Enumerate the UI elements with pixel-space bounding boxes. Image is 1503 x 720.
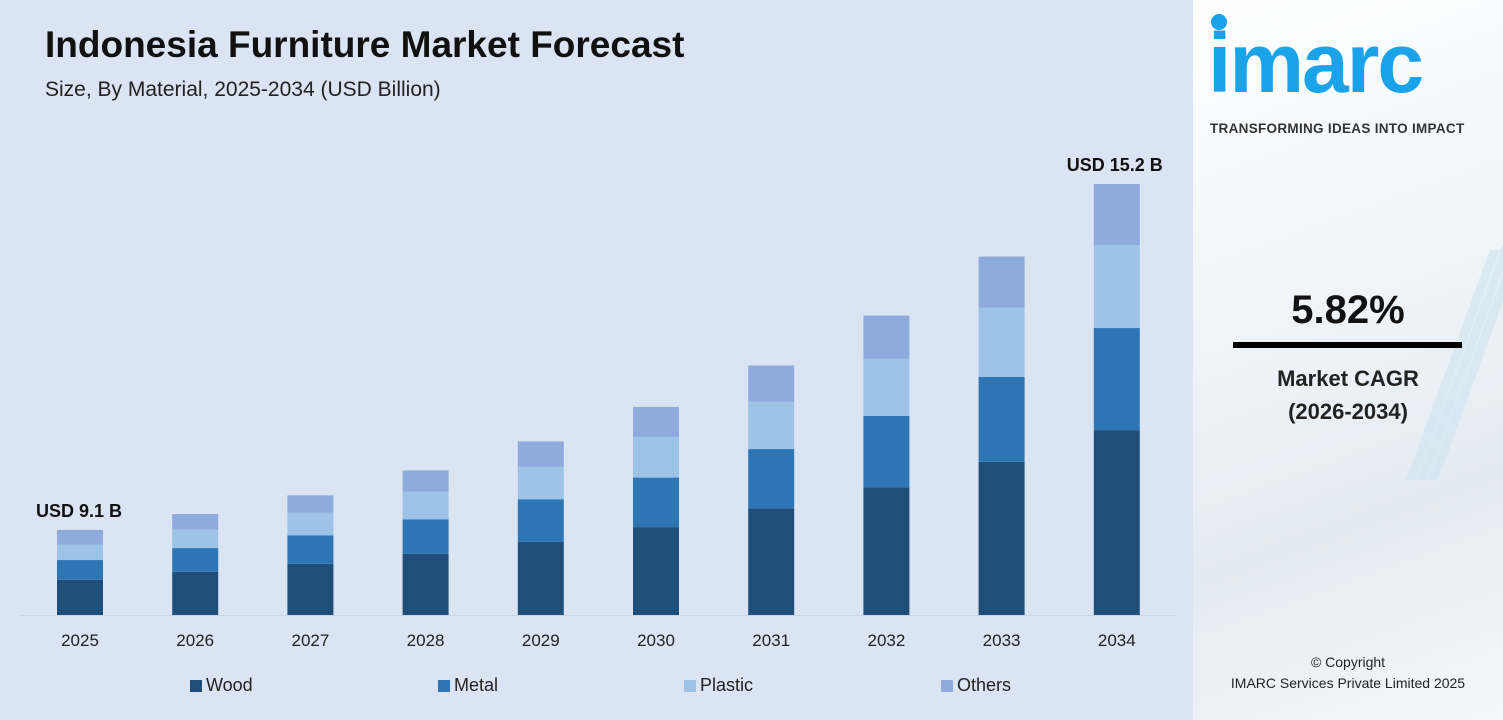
bar-wood-2025 xyxy=(57,579,103,615)
x-tick-label: 2028 xyxy=(407,631,445,650)
legend-swatch xyxy=(684,679,696,692)
bar-metal-2028 xyxy=(402,519,449,554)
x-tick-label: 2026 xyxy=(176,631,214,650)
bar-others-2027 xyxy=(287,495,334,513)
x-tick-label: 2032 xyxy=(867,631,905,650)
bar-others-2025 xyxy=(57,529,103,545)
x-tick-label: 2034 xyxy=(1098,631,1136,650)
bar-others-2032 xyxy=(863,315,910,359)
x-tick-label: 2033 xyxy=(983,631,1021,650)
copyright-company: IMARC Services Private Limited 2025 xyxy=(1230,675,1466,691)
bar-wood-2026 xyxy=(172,571,219,615)
legend-label: Metal xyxy=(454,675,499,695)
legend-swatch xyxy=(438,679,450,692)
chart-panel: Indonesia Furniture Market Forecast Size… xyxy=(0,0,1193,720)
legend-item-metal: Metal xyxy=(438,675,498,696)
bar-metal-2034 xyxy=(1093,328,1140,431)
legend-swatch xyxy=(190,679,202,692)
bar-others-2031 xyxy=(748,365,795,402)
total-label-2025: USD 9.1 B xyxy=(36,501,122,521)
bar-wood-2030 xyxy=(633,527,679,615)
x-tick-label: 2027 xyxy=(291,631,329,650)
cagr-value: 5.82% xyxy=(1291,288,1405,332)
legend-item-others: Others xyxy=(941,675,1011,696)
imarc-logo: imarc xyxy=(1208,16,1424,110)
bar-plastic-2029 xyxy=(517,466,564,500)
bar-plastic-2026 xyxy=(172,529,219,549)
bar-metal-2032 xyxy=(863,415,910,488)
x-tick-label: 2025 xyxy=(61,631,99,650)
cagr-label: Market CAGR xyxy=(1277,366,1419,391)
bar-metal-2026 xyxy=(172,548,219,572)
bar-wood-2027 xyxy=(287,563,334,615)
chart-subtitle: Size, By Material, 2025-2034 (USD Billio… xyxy=(45,78,441,101)
background-decoration xyxy=(1406,250,1500,480)
bar-metal-2030 xyxy=(633,477,679,528)
logo-dot xyxy=(1211,14,1227,30)
legend-item-wood: Wood xyxy=(190,675,253,696)
bar-plastic-2031 xyxy=(748,401,795,450)
bar-plastic-2027 xyxy=(287,512,334,536)
bar-others-2033 xyxy=(978,256,1025,308)
bar-others-2028 xyxy=(402,470,449,492)
x-tick-label: 2029 xyxy=(522,631,560,650)
bar-metal-2033 xyxy=(978,376,1025,462)
bar-others-2034 xyxy=(1093,184,1140,245)
bar-wood-2033 xyxy=(978,461,1025,615)
logo-tagline: TRANSFORMING IDEAS INTO IMPACT xyxy=(1210,121,1465,136)
cagr-divider xyxy=(1233,342,1462,348)
legend-label: Wood xyxy=(206,675,253,695)
bar-plastic-2032 xyxy=(863,358,910,416)
legend-item-plastic: Plastic xyxy=(684,675,753,696)
bar-wood-2032 xyxy=(863,487,910,615)
x-tick-label: 2031 xyxy=(752,631,790,650)
bar-metal-2031 xyxy=(748,449,795,509)
bar-metal-2029 xyxy=(517,499,564,542)
bar-plastic-2034 xyxy=(1093,244,1140,329)
legend-label: Plastic xyxy=(700,675,754,695)
x-tick-label: 2030 xyxy=(637,631,675,650)
legend-swatch xyxy=(941,679,953,692)
copyright: © Copyright xyxy=(1310,654,1386,670)
bar-plastic-2028 xyxy=(402,491,449,520)
bar-metal-2027 xyxy=(287,535,334,564)
bar-wood-2028 xyxy=(402,553,449,615)
bar-wood-2029 xyxy=(517,541,564,615)
chart-title: Indonesia Furniture Market Forecast xyxy=(45,24,685,65)
bar-plastic-2033 xyxy=(978,307,1025,377)
legend-label: Others xyxy=(957,675,1012,695)
stacked-bar-chart: 2025 USD 9.1 B 2026 2027 2028 2029 2030 2031 203… xyxy=(20,155,1175,650)
bar-others-2029 xyxy=(517,441,564,467)
total-label-2034: USD 15.2 B xyxy=(1067,155,1163,175)
bar-others-2030 xyxy=(633,406,679,438)
bar-metal-2025 xyxy=(57,560,103,580)
bar-plastic-2025 xyxy=(57,544,103,561)
bar-others-2026 xyxy=(172,514,219,530)
bar-plastic-2030 xyxy=(633,437,679,478)
cagr-period: (2026-2034) xyxy=(1288,399,1408,424)
bar-wood-2031 xyxy=(748,508,795,615)
brand-panel: imarc TRANSFORMING IDEAS INTO IMPACT 5.8… xyxy=(1193,0,1503,720)
bar-wood-2034 xyxy=(1093,430,1140,615)
